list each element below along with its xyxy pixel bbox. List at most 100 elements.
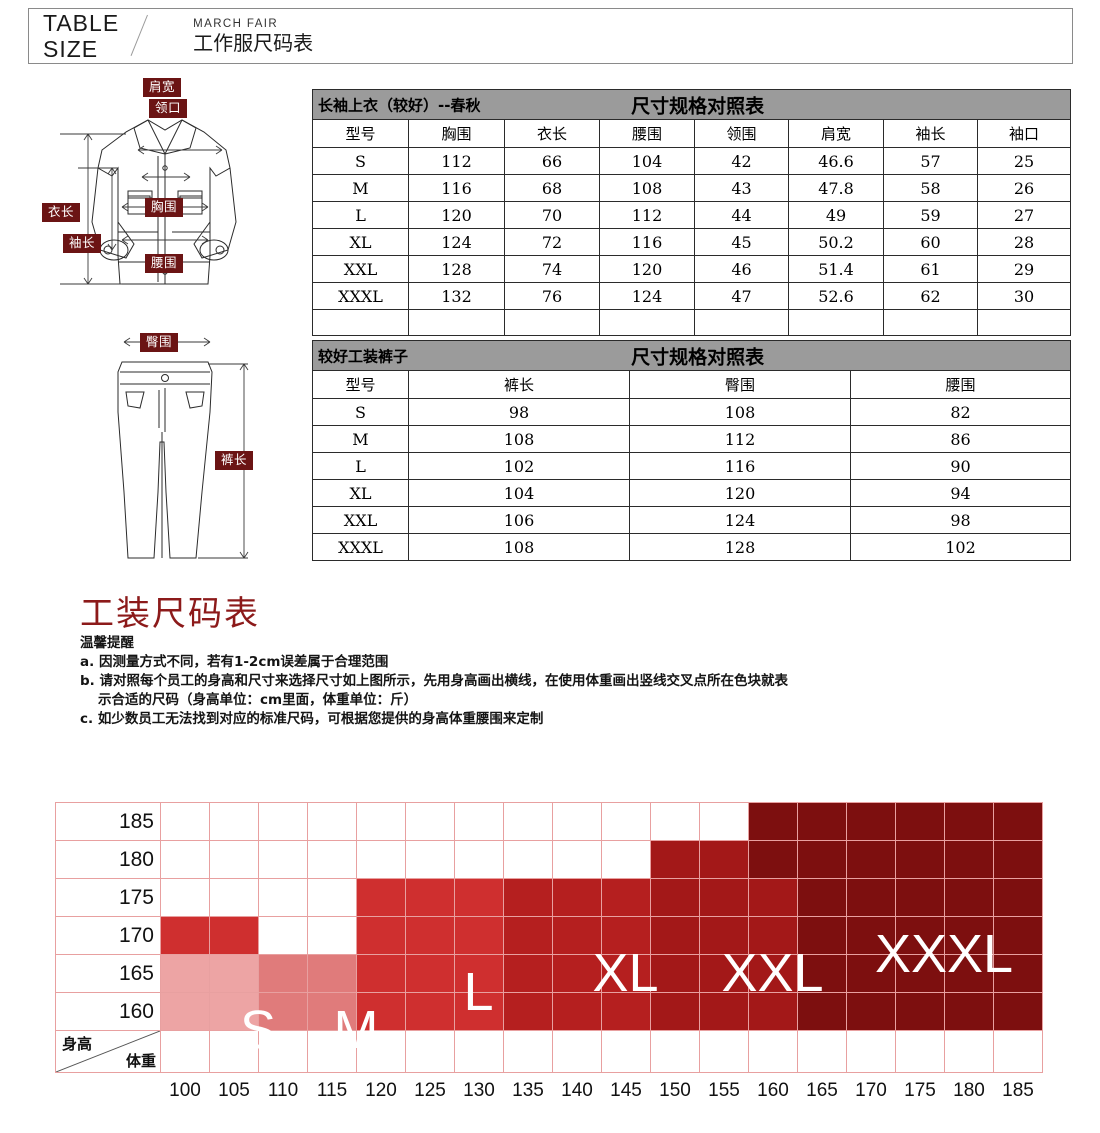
heatmap-cell-empty[interactable] (503, 802, 553, 841)
heatmap-cell-XXL[interactable] (748, 878, 798, 917)
heatmap-cell-XXXL[interactable] (944, 802, 994, 841)
heatmap-cell-XXXL[interactable] (895, 954, 945, 993)
heatmap-cell-XXXL[interactable] (748, 840, 798, 879)
heatmap-cell-XXXL[interactable] (993, 992, 1043, 1031)
heatmap-cell-M[interactable] (307, 954, 357, 993)
heatmap-cell-L[interactable] (454, 916, 504, 955)
heatmap-cell-XXL[interactable] (699, 954, 749, 993)
heatmap-cell-XXXL[interactable] (944, 954, 994, 993)
heatmap-cell-XXL[interactable] (650, 992, 700, 1031)
heatmap-cell-empty[interactable] (356, 802, 406, 841)
heatmap-cell-empty[interactable] (160, 878, 210, 917)
heatmap-cell-XL[interactable] (601, 916, 651, 955)
heatmap-cell-M[interactable] (258, 954, 308, 993)
heatmap-cell-S[interactable] (160, 992, 210, 1031)
heatmap-cell-XL[interactable] (552, 916, 602, 955)
heatmap-cell-empty[interactable] (356, 840, 406, 879)
heatmap-cell-M[interactable] (258, 992, 308, 1031)
heatmap-cell-empty[interactable] (405, 802, 455, 841)
heatmap-cell-empty[interactable] (258, 916, 308, 955)
heatmap-cell-XXXL[interactable] (895, 840, 945, 879)
heatmap-cell-XXXL[interactable] (797, 840, 847, 879)
heatmap-cell-XXL[interactable] (699, 916, 749, 955)
heatmap-cell-XXL[interactable] (650, 878, 700, 917)
heatmap-cell-L[interactable] (405, 916, 455, 955)
heatmap-cell-XXL[interactable] (699, 992, 749, 1031)
heatmap-cell-empty[interactable] (601, 802, 651, 841)
heatmap-cell-empty[interactable] (601, 840, 651, 879)
heatmap-cell-S[interactable] (209, 954, 259, 993)
heatmap-cell-L[interactable] (356, 954, 406, 993)
heatmap-cell-S[interactable] (160, 954, 210, 993)
heatmap-cell-XXXL[interactable] (797, 878, 847, 917)
heatmap-cell-XXXL[interactable] (993, 878, 1043, 917)
heatmap-cell-XXXL[interactable] (944, 840, 994, 879)
heatmap-cell-XL[interactable] (601, 992, 651, 1031)
heatmap-cell-M[interactable] (307, 992, 357, 1031)
heatmap-cell-XXXL[interactable] (797, 992, 847, 1031)
heatmap-cell-empty[interactable] (405, 840, 455, 879)
heatmap-cell-XXL[interactable] (650, 954, 700, 993)
heatmap-cell-XL[interactable] (503, 878, 553, 917)
heatmap-cell-XXL[interactable] (650, 840, 700, 879)
heatmap-cell-XXXL[interactable] (846, 916, 896, 955)
heatmap-cell-XXXL[interactable] (895, 992, 945, 1031)
heatmap-cell-empty[interactable] (258, 802, 308, 841)
heatmap-cell-L[interactable] (160, 916, 210, 955)
heatmap-cell-XXXL[interactable] (993, 916, 1043, 955)
heatmap-cell-XXXL[interactable] (797, 802, 847, 841)
heatmap-cell-XL[interactable] (601, 878, 651, 917)
heatmap-cell-XXXL[interactable] (748, 802, 798, 841)
heatmap-cell-XXXL[interactable] (993, 802, 1043, 841)
heatmap-cell-empty[interactable] (552, 802, 602, 841)
heatmap-cell-XXXL[interactable] (846, 992, 896, 1031)
heatmap-cell-XL[interactable] (552, 878, 602, 917)
heatmap-cell-L[interactable] (454, 954, 504, 993)
heatmap-cell-empty[interactable] (503, 840, 553, 879)
heatmap-cell-XL[interactable] (552, 992, 602, 1031)
heatmap-cell-XXXL[interactable] (944, 878, 994, 917)
heatmap-cell-L[interactable] (356, 878, 406, 917)
heatmap-cell-XXXL[interactable] (846, 802, 896, 841)
heatmap-cell-L[interactable] (405, 954, 455, 993)
heatmap-cell-XXXL[interactable] (944, 916, 994, 955)
heatmap-cell-empty[interactable] (699, 802, 749, 841)
heatmap-cell-XXXL[interactable] (846, 954, 896, 993)
heatmap-cell-empty[interactable] (209, 878, 259, 917)
heatmap-cell-empty[interactable] (258, 878, 308, 917)
heatmap-cell-L[interactable] (454, 992, 504, 1031)
heatmap-cell-empty[interactable] (454, 840, 504, 879)
heatmap-cell-XXXL[interactable] (846, 840, 896, 879)
heatmap-cell-L[interactable] (454, 878, 504, 917)
heatmap-cell-XXXL[interactable] (797, 916, 847, 955)
heatmap-cell-L[interactable] (356, 992, 406, 1031)
heatmap-cell-XXXL[interactable] (895, 916, 945, 955)
heatmap-cell-L[interactable] (356, 916, 406, 955)
heatmap-cell-XL[interactable] (552, 954, 602, 993)
heatmap-cell-L[interactable] (209, 916, 259, 955)
heatmap-cell-empty[interactable] (454, 802, 504, 841)
heatmap-cell-XXXL[interactable] (895, 878, 945, 917)
heatmap-cell-XXL[interactable] (650, 916, 700, 955)
heatmap-cell-empty[interactable] (160, 802, 210, 841)
heatmap-cell-empty[interactable] (307, 802, 357, 841)
heatmap-cell-L[interactable] (405, 878, 455, 917)
heatmap-cell-XXXL[interactable] (797, 954, 847, 993)
heatmap-cell-XXXL[interactable] (895, 802, 945, 841)
heatmap-cell-empty[interactable] (307, 916, 357, 955)
heatmap-cell-empty[interactable] (209, 840, 259, 879)
heatmap-cell-XXL[interactable] (699, 878, 749, 917)
heatmap-cell-XL[interactable] (503, 992, 553, 1031)
heatmap-cell-XXXL[interactable] (993, 840, 1043, 879)
heatmap-cell-S[interactable] (209, 992, 259, 1031)
heatmap-cell-XL[interactable] (503, 954, 553, 993)
heatmap-cell-XXXL[interactable] (993, 954, 1043, 993)
heatmap-cell-empty[interactable] (650, 802, 700, 841)
heatmap-cell-XXXL[interactable] (944, 992, 994, 1031)
heatmap-cell-XXL[interactable] (748, 954, 798, 993)
heatmap-cell-empty[interactable] (307, 878, 357, 917)
heatmap-cell-XXL[interactable] (699, 840, 749, 879)
heatmap-cell-empty[interactable] (160, 840, 210, 879)
heatmap-cell-XXL[interactable] (748, 916, 798, 955)
heatmap-cell-empty[interactable] (552, 840, 602, 879)
